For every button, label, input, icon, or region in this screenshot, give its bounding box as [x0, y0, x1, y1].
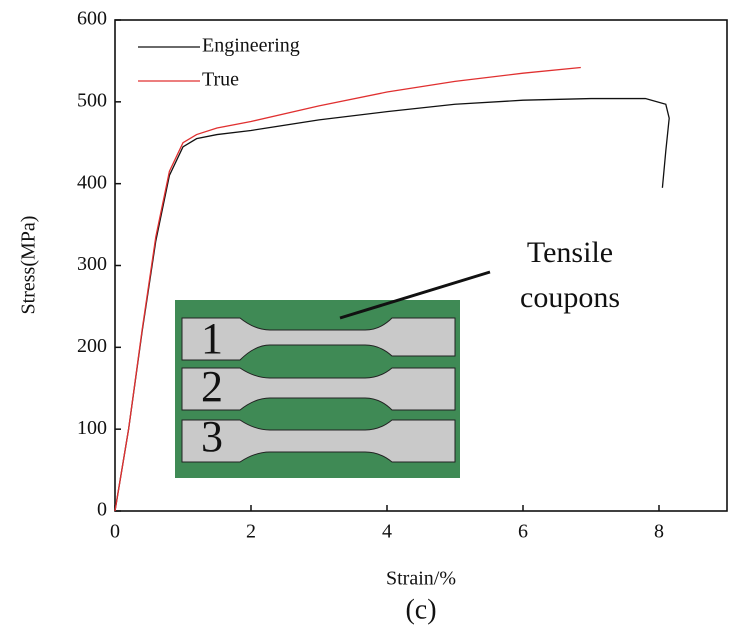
x-tick-label: 2 [246, 521, 256, 543]
inset-label: 3 [201, 412, 223, 461]
y-tick-label: 0 [97, 499, 107, 521]
legend-label: True [202, 69, 239, 91]
annotation: coupons [520, 281, 620, 314]
annotation: Tensile [527, 236, 613, 269]
x-tick-label: 8 [654, 521, 664, 543]
x-axis-label: Strain/% [386, 568, 456, 590]
caption: (c) [405, 594, 436, 625]
x-tick-label: 0 [110, 521, 120, 543]
y-tick-label: 300 [77, 253, 107, 275]
y-tick-label: 100 [77, 417, 107, 439]
inset-label: 2 [201, 362, 223, 411]
y-tick-label: 200 [77, 335, 107, 357]
x-tick-label: 6 [518, 521, 528, 543]
x-tick-label: 4 [382, 521, 392, 543]
chart: 1 2 3 Tensile coupons Strain/% Stress(MP… [0, 0, 737, 642]
y-tick-label: 500 [77, 89, 107, 111]
inset-label: 1 [201, 314, 223, 363]
y-tick-label: 400 [77, 171, 107, 193]
y-axis-label: Stress(MPa) [18, 216, 40, 315]
y-tick-label: 600 [77, 8, 107, 30]
legend-label: Engineering [202, 35, 300, 57]
